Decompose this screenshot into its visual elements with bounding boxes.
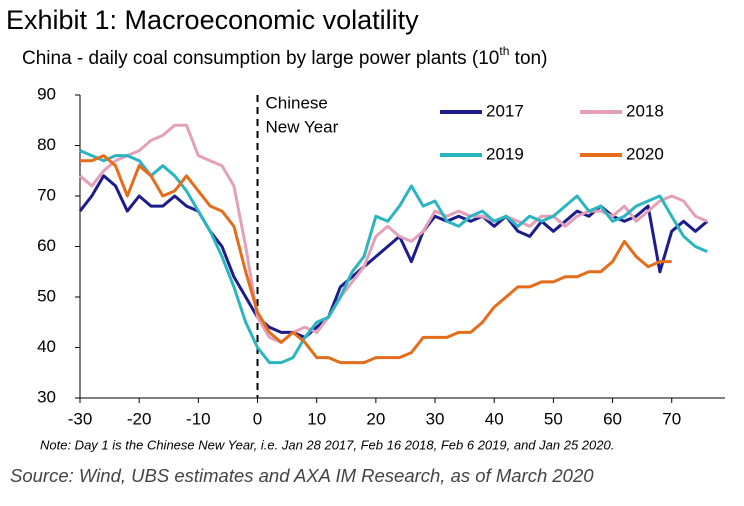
y-tick-label: 80 (37, 135, 56, 154)
legend-label: 2020 (626, 144, 664, 163)
line-series (78, 174, 709, 339)
x-tick-label: 20 (366, 409, 385, 428)
annotation-text: New Year (266, 117, 339, 136)
x-tick-label: -10 (186, 409, 211, 428)
x-tick-label: 0 (253, 409, 262, 428)
x-tick-label: 50 (544, 409, 563, 428)
source: Source: Wind, UBS estimates and AXA IM R… (10, 465, 594, 486)
legend-label: 2017 (486, 101, 524, 120)
line-series (79, 149, 708, 365)
x-tick-label: -20 (127, 409, 152, 428)
y-tick-label: 30 (37, 387, 56, 406)
x-tick-label: 40 (485, 409, 504, 428)
subtitle-text: China - daily coal consumption by large … (22, 48, 499, 69)
line-series (80, 154, 672, 365)
y-tick-label: 60 (37, 236, 56, 255)
legend-label: 2019 (486, 144, 524, 163)
x-tick-label: -30 (68, 409, 93, 428)
line-series (79, 123, 708, 344)
x-tick-label: 30 (426, 409, 445, 428)
x-tick-label: 10 (307, 409, 326, 428)
x-tick-label: 70 (662, 409, 681, 428)
y-tick-label: 40 (37, 337, 56, 356)
annotation-text: Chinese (266, 93, 328, 112)
note: Note: Day 1 is the Chinese New Year, i.e… (40, 437, 614, 452)
chart-title: Exhibit 1: Macroeconomic volatility (6, 5, 419, 35)
subtitle-text: ton) (509, 48, 547, 69)
y-tick-label: 50 (37, 286, 56, 305)
y-tick-label: 70 (37, 185, 56, 204)
y-tick-label: 90 (37, 84, 56, 103)
chart-subtitle: China - daily coal consumption by large … (22, 44, 547, 69)
legend-label: 2018 (626, 101, 664, 120)
x-tick-label: 60 (603, 409, 622, 428)
subtitle-sup: th (499, 44, 509, 58)
